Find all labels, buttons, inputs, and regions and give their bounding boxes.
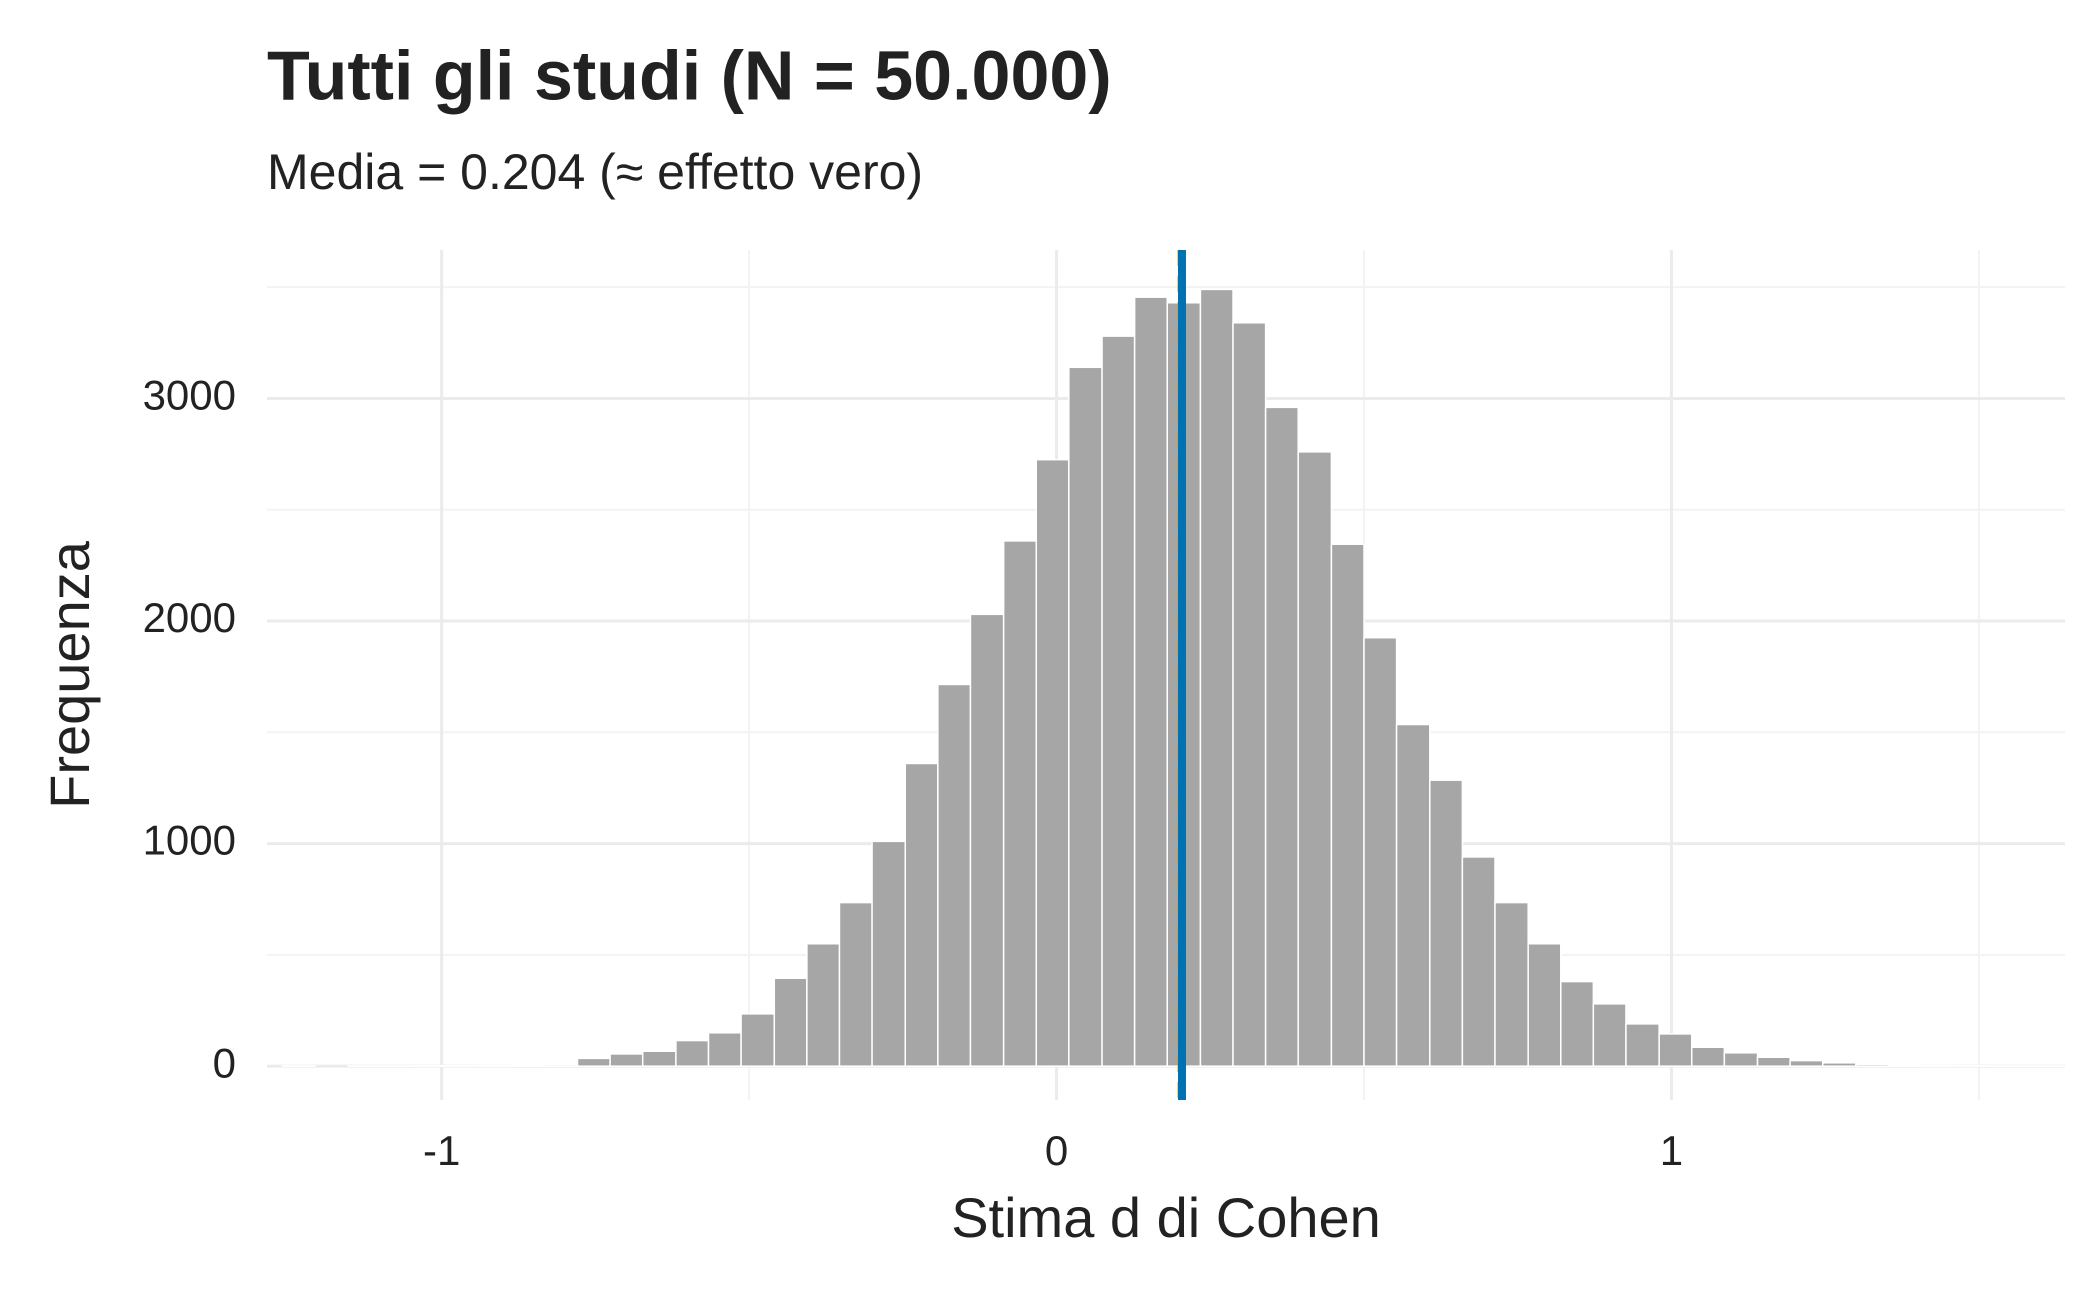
x-tick-label: 0 [1045,1127,1068,1174]
bar [1658,1033,1693,1067]
y-tick-label: 0 [213,1039,236,1086]
bar [1723,1052,1759,1067]
bar [1068,366,1103,1067]
bar [576,1057,611,1067]
bar [707,1032,742,1067]
bar [1232,322,1267,1067]
bar [1461,856,1496,1067]
bar [904,762,939,1067]
bar [641,1050,677,1067]
bar [1101,335,1136,1067]
bar [871,840,907,1067]
bar [543,1063,579,1067]
bar [1363,636,1398,1067]
bar [1395,723,1431,1067]
bar [1625,1023,1660,1067]
bar [740,1013,776,1067]
y-axis-title: Frequenza [38,540,101,809]
bar [1527,943,1562,1067]
bar [1297,451,1333,1067]
chart-title: Tutti gli studi (N = 50.000) [267,36,1112,114]
bar [1002,540,1038,1067]
bar [1887,1064,1922,1067]
y-tick-label: 1000 [143,817,236,864]
bar [1330,543,1365,1067]
bar [773,977,808,1067]
bar [1035,458,1070,1067]
bar [478,1064,513,1067]
bar [838,901,873,1067]
bar [510,1064,546,1067]
bar [1560,980,1595,1067]
chart-subtitle: Media = 0.204 (≈ effetto vero) [267,144,923,200]
bar [1133,296,1168,1067]
bar [1494,901,1529,1067]
bar [1756,1056,1791,1067]
bar [1264,406,1299,1067]
bar [969,613,1005,1067]
x-tick-label: -1 [423,1127,460,1174]
bar [1429,779,1464,1067]
y-tick-label: 2000 [143,594,236,641]
x-tick-label: 1 [1660,1127,1683,1174]
bar [1789,1059,1824,1067]
bar [1690,1046,1726,1067]
bar [1592,1003,1627,1067]
bar [937,683,972,1067]
bar [1199,288,1234,1067]
bar [675,1039,710,1067]
bar [1920,1064,1955,1067]
x-axis-title: Stima d di Cohen [951,1186,1381,1249]
y-tick-label: 3000 [143,372,236,419]
bar [1821,1062,1857,1067]
bar [1855,1063,1890,1067]
bar [609,1053,644,1067]
bar [806,943,841,1067]
